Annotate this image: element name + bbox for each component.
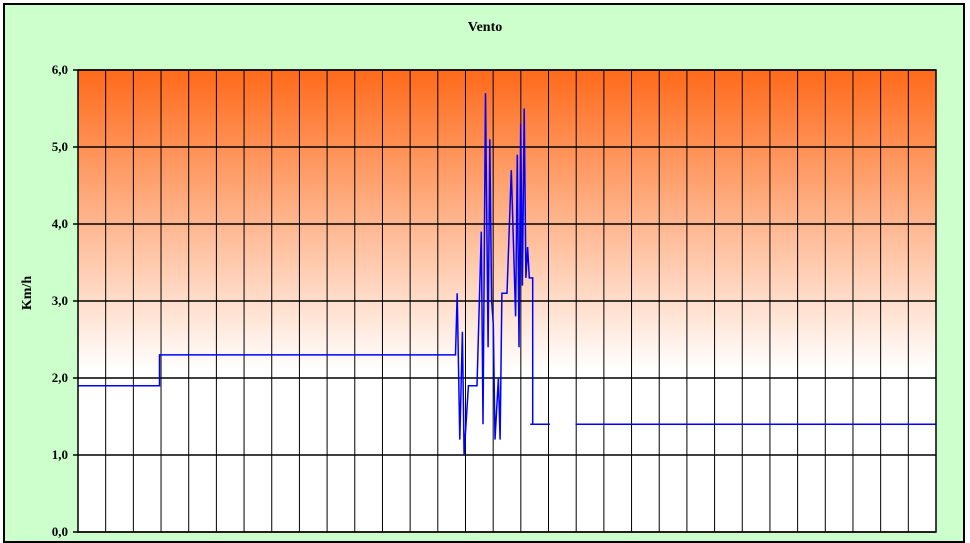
chart-title: Vento <box>467 20 503 35</box>
y-tick-label: 2,0 <box>52 370 68 385</box>
y-tick-label: 3,0 <box>52 293 68 308</box>
y-tick-label: 6,0 <box>52 62 68 77</box>
y-tick-labels: 0,0 1,0 2,0 3,0 4,0 5,0 6,0 <box>52 62 68 539</box>
series-line <box>78 93 936 456</box>
plot-border <box>77 69 937 533</box>
y-tick-label: 5,0 <box>52 139 68 154</box>
y-tick-label: 4,0 <box>52 216 68 231</box>
y-tick-label: 0,0 <box>52 524 68 539</box>
wind-speed-series <box>78 93 936 456</box>
y-tick-label: 1,0 <box>52 447 68 462</box>
